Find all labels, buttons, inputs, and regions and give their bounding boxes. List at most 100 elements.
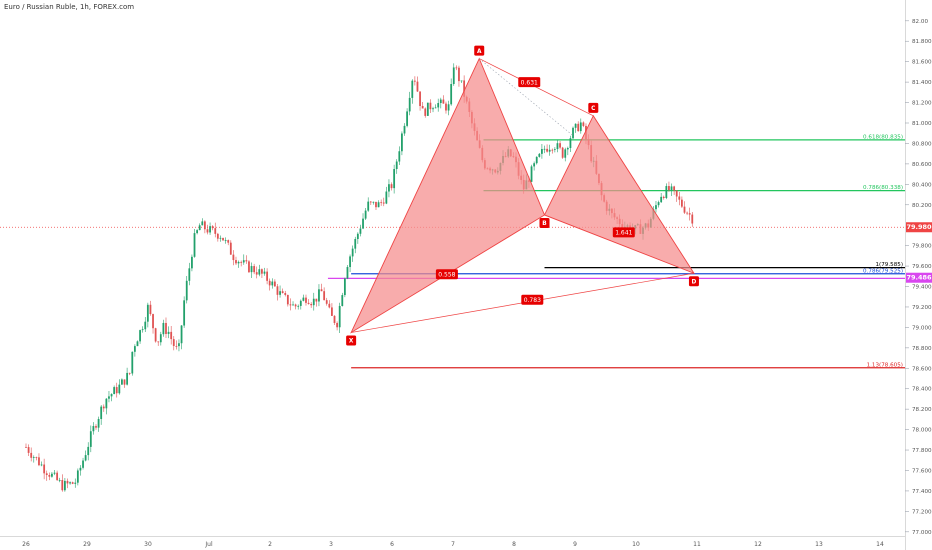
candle-body [242,260,245,263]
candle-body [351,248,354,257]
time-tick-label: 11 [693,541,701,548]
ratio-label: 0.783 [524,297,541,304]
candle-body [395,161,398,170]
candle-body [149,304,152,315]
candle-body [343,278,346,296]
candle-body [227,240,230,243]
candle-body [543,148,546,150]
candle-body [582,122,585,126]
candle-body [393,169,396,189]
candle-body [235,260,237,264]
candle-body [261,269,263,274]
price-tick-label: 80.800 [912,141,932,147]
candle-body [71,482,74,484]
candle-body [546,148,548,152]
candle-body [455,67,458,69]
price-tick-label: 82.00 [912,19,928,25]
time-tick-label: Jul [204,541,213,548]
candle-body [193,233,196,257]
candle-body [159,334,162,343]
candle-body [219,237,222,239]
candle-body [258,269,261,275]
candle-body [43,464,46,474]
candle-body [419,91,421,106]
price-tick-label: 78.400 [912,387,932,393]
pattern-point-flag [688,276,699,287]
time-tick-label: 8 [512,541,516,548]
candle-body [284,293,287,295]
candle-body [535,156,538,164]
candle-body [170,331,173,340]
level-label: 1.13(78.605) [867,362,903,368]
price-tick-label: 77.000 [912,530,932,536]
candle-body [61,479,64,491]
candle-body [115,387,118,394]
candle-body [323,291,326,301]
candle-body [375,201,377,208]
price-tick-label: 79.200 [912,305,932,311]
price-tick-label: 80.600 [912,162,932,168]
candle-body [152,314,154,329]
time-tick-label: 3 [329,541,333,548]
candle-body [154,328,157,342]
candle-body [286,294,289,305]
candle-body [87,446,90,456]
candle-body [655,205,657,210]
candle-body [51,473,53,477]
candle-body [56,472,59,481]
candle-body [144,321,147,330]
price-axis[interactable]: 82.00 81.800 81.600 81.400 81.200 81.000 80.80… [905,19,932,536]
fib-levels: 0.618(80.835) 0.786(80.338) 1(79.585)0.786… [0,134,905,369]
candle-body [569,138,572,149]
level-label: 1(79.585) [876,262,904,268]
last-price-tag-box [906,222,932,233]
candle-body [439,99,442,104]
candle-body [434,107,437,109]
candle-body [312,298,315,306]
candle-body [110,394,113,397]
candle-body [266,271,269,281]
candle-body [678,196,681,200]
pattern-price-tag: 79.486 [906,274,932,282]
candle-body [35,457,38,458]
candle-body [385,191,388,204]
candle-body [250,266,253,273]
time-tick-label: 26 [22,541,30,548]
candle-body [452,67,455,85]
ratio-label-box [521,294,544,305]
time-tick-label: 13 [815,541,823,548]
ratio-label-box [435,269,458,280]
candle-body [165,322,167,334]
candle-body [416,81,419,92]
candle-body [76,470,79,483]
time-axis[interactable]: 26 29 30 Jul 2 3 6 7 8 9 10 11 12 13 14 [22,541,884,548]
candle-body [38,457,40,466]
candle-body [463,80,466,97]
time-tick-label: 14 [876,541,884,548]
candle-body [328,303,331,308]
candle-body [188,268,191,281]
candle-body [424,108,427,116]
candle-body [128,372,131,374]
candle-body [178,343,180,347]
candle-body [408,97,411,112]
candle-body [232,254,235,261]
time-tick-label: 30 [144,541,152,548]
candle-body [102,406,105,409]
pattern-point-flag [474,45,485,56]
candle-body [162,322,165,335]
candle-body [209,226,211,233]
candle-body [432,108,434,110]
candle-body [222,237,224,241]
price-tick-label: 79.800 [912,244,932,250]
candle-body [113,387,116,395]
price-tick-label: 79.400 [912,285,932,291]
candle-body [556,143,559,150]
time-tick-label: 29 [83,541,91,548]
harmonic-pattern[interactable]: 0.631 0.558 0.783 1.641 X A B C D [346,45,699,346]
candle-body [175,345,178,347]
candle-body [333,315,336,323]
candle-body [574,123,577,128]
candle-body [133,346,136,352]
